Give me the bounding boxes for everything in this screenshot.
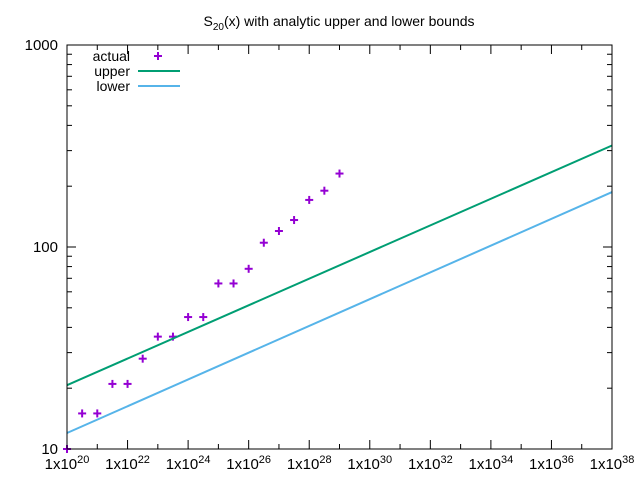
x-tick-label-5: 1x1030 [347, 454, 392, 473]
legend-label-actual: actual [93, 48, 130, 64]
point-actual-12 [244, 264, 253, 273]
x-tick-label-8: 1x1036 [529, 454, 574, 473]
point-actual-18 [335, 169, 344, 178]
point-actual-13 [259, 238, 268, 247]
y-tick-label-2: 1000 [25, 37, 58, 54]
axes: 1x1020 1x1022 1x1024 1x1026 1x1028 1x1030 1x10… [25, 37, 635, 473]
x-tick-label-9: 1x1038 [590, 454, 635, 473]
x-tick-label-3: 1x1026 [226, 454, 271, 473]
legend-swatch-actual [154, 52, 162, 60]
chart-title: S20(x) with analytic upper and lower bou… [203, 13, 474, 33]
series-lower-line [66, 191, 613, 434]
point-actual-3 [108, 379, 117, 388]
x-tick-label-2: 1x1024 [166, 454, 211, 473]
point-actual-2 [93, 409, 102, 418]
x-tick-label-6: 1x1032 [408, 454, 453, 473]
plot-frame [66, 44, 613, 450]
y-tick-label-1: 100 [33, 239, 58, 256]
point-actual-9 [199, 313, 208, 322]
point-actual-15 [290, 216, 299, 225]
legend-label-upper: upper [94, 63, 130, 79]
plot-area [63, 144, 613, 453]
point-actual-17 [320, 186, 329, 195]
point-actual-5 [138, 354, 147, 363]
series-upper-line [66, 144, 613, 387]
point-actual-6 [153, 332, 162, 341]
point-actual-1 [78, 409, 87, 418]
x-tick-label-7: 1x1034 [468, 454, 513, 473]
legend-label-lower: lower [97, 78, 131, 94]
point-actual-10 [214, 279, 223, 288]
y-tick-label-0: 10 [41, 441, 58, 458]
point-actual-4 [123, 379, 132, 388]
point-actual-14 [274, 227, 283, 236]
point-actual-8 [184, 313, 193, 322]
x-tick-label-1: 1x1022 [105, 454, 150, 473]
x-tick-label-0: 1x1020 [45, 454, 90, 473]
point-actual-16 [305, 195, 314, 204]
point-actual-11 [229, 279, 238, 288]
x-tick-label-4: 1x1028 [287, 454, 332, 473]
